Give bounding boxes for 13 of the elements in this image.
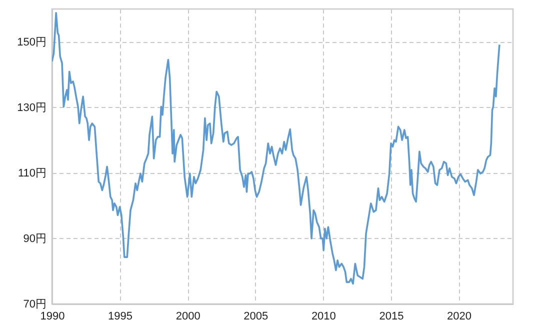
line-series xyxy=(52,12,500,285)
x-tick-label: 2020 xyxy=(447,310,472,322)
x-tick-label: 2015 xyxy=(379,310,404,322)
x-tick-label: 2010 xyxy=(311,310,336,322)
y-tick-label: 110円 xyxy=(18,167,46,180)
x-tick-label: 2005 xyxy=(244,310,268,322)
x-tick-label: 1990 xyxy=(40,310,65,322)
y-tick-label: 70円 xyxy=(23,298,46,310)
y-tick-label: 90円 xyxy=(23,232,46,245)
x-tick-label: 1995 xyxy=(108,310,133,322)
y-tick-label: 130円 xyxy=(17,102,46,114)
y-tick-label: 150円 xyxy=(17,36,46,48)
x-tick-label: 2000 xyxy=(176,310,200,322)
